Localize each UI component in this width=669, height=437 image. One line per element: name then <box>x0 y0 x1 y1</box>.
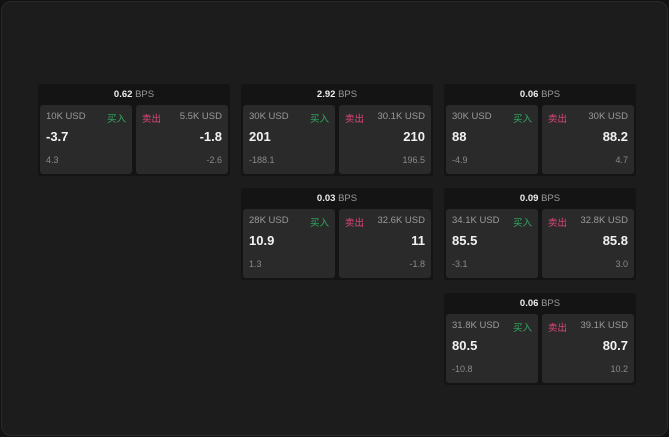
spread-header: 0.06 BPS <box>444 293 636 314</box>
spread-value: 0.06 <box>519 89 539 100</box>
sell-label: 卖出 <box>142 114 162 125</box>
sell-button[interactable]: 卖出 30K USD 88.2 4.7 <box>542 105 634 174</box>
buy-button[interactable]: 30K USD 买入 88 -4.9 <box>446 105 538 174</box>
bid-change: 4.3 <box>46 155 59 165</box>
spread-header: 2.92 BPS <box>241 84 433 105</box>
ask-price: 210 <box>403 129 425 144</box>
bid-change: -188.1 <box>249 155 275 165</box>
bid-change: 1.3 <box>249 259 262 269</box>
ask-quantity: 5.5K USD <box>179 111 222 122</box>
quote-card: 0.06 BPS 30K USD 买入 88 -4.9 卖出 30K USD 8… <box>444 84 636 176</box>
spread-value: 0.09 <box>519 193 539 204</box>
ask-quantity: 32.8K USD <box>580 215 628 226</box>
bid-quantity: 10K USD <box>46 111 86 122</box>
spread-unit: BPS <box>135 89 155 100</box>
sell-label: 卖出 <box>345 114 365 125</box>
ask-change: 10.2 <box>610 364 628 374</box>
ask-change: 196.5 <box>402 155 425 165</box>
ask-quantity: 30.1K USD <box>377 111 425 122</box>
buy-button[interactable]: 10K USD 买入 -3.7 4.3 <box>40 105 132 174</box>
buy-label: 买入 <box>512 323 532 334</box>
sell-label: 卖出 <box>548 114 568 125</box>
bid-quantity: 34.1K USD <box>452 215 500 226</box>
spread-unit: BPS <box>541 193 561 204</box>
spread-header: 0.09 BPS <box>444 188 636 209</box>
bid-change: -3.1 <box>452 259 468 269</box>
spread-header: 0.06 BPS <box>444 84 636 105</box>
ask-change: -2.6 <box>206 155 222 165</box>
buy-button[interactable]: 31.8K USD 买入 80.5 -10.8 <box>446 314 538 383</box>
buy-label: 买入 <box>309 218 329 229</box>
ask-change: 4.7 <box>615 155 628 165</box>
ask-quantity: 30K USD <box>588 111 628 122</box>
quote-card: 0.62 BPS 10K USD 买入 -3.7 4.3 卖出 5.5K USD… <box>38 84 230 176</box>
bid-quantity: 30K USD <box>249 111 289 122</box>
sell-button[interactable]: 卖出 5.5K USD -1.8 -2.6 <box>136 105 228 174</box>
bid-change: -4.9 <box>452 155 468 165</box>
spread-value: 0.06 <box>519 298 539 309</box>
sell-button[interactable]: 卖出 32.8K USD 85.8 3.0 <box>542 209 634 278</box>
ask-change: -1.8 <box>409 259 425 269</box>
buy-button[interactable]: 34.1K USD 买入 85.5 -3.1 <box>446 209 538 278</box>
buy-label: 买入 <box>512 218 532 229</box>
spread-header: 0.62 BPS <box>38 84 230 105</box>
buy-label: 买入 <box>106 114 126 125</box>
ask-price: 88.2 <box>602 129 628 144</box>
bid-quantity: 28K USD <box>249 215 289 226</box>
bid-quantity: 30K USD <box>452 111 492 122</box>
ask-change: 3.0 <box>615 259 628 269</box>
sell-button[interactable]: 卖出 39.1K USD 80.7 10.2 <box>542 314 634 383</box>
ask-price: -1.8 <box>199 129 222 144</box>
bid-quantity: 31.8K USD <box>452 320 500 331</box>
buy-button[interactable]: 30K USD 买入 201 -188.1 <box>243 105 335 174</box>
spread-value: 0.03 <box>316 193 336 204</box>
quote-card: 2.92 BPS 30K USD 买入 201 -188.1 卖出 30.1K … <box>241 84 433 176</box>
quote-card: 0.09 BPS 34.1K USD 买入 85.5 -3.1 卖出 32.8K… <box>444 188 636 280</box>
ask-quantity: 32.6K USD <box>377 215 425 226</box>
bid-price: 10.9 <box>249 233 275 248</box>
spread-unit: BPS <box>541 89 561 100</box>
sell-button[interactable]: 卖出 30.1K USD 210 196.5 <box>339 105 431 174</box>
buy-label: 买入 <box>512 114 532 125</box>
buy-button[interactable]: 28K USD 买入 10.9 1.3 <box>243 209 335 278</box>
ask-price: 80.7 <box>602 338 628 353</box>
spread-value: 0.62 <box>113 89 133 100</box>
ask-quantity: 39.1K USD <box>580 320 628 331</box>
quote-card: 0.06 BPS 31.8K USD 买入 80.5 -10.8 卖出 39.1… <box>444 293 636 385</box>
sell-label: 卖出 <box>548 218 568 229</box>
buy-label: 买入 <box>309 114 329 125</box>
bid-price: 88 <box>452 129 467 144</box>
sell-label: 卖出 <box>345 218 365 229</box>
bid-change: -10.8 <box>452 364 473 374</box>
sell-button[interactable]: 卖出 32.6K USD 11 -1.8 <box>339 209 431 278</box>
spread-unit: BPS <box>338 193 358 204</box>
spread-unit: BPS <box>541 298 561 309</box>
spread-header: 0.03 BPS <box>241 188 433 209</box>
bid-price: -3.7 <box>46 129 69 144</box>
sell-label: 卖出 <box>548 323 568 334</box>
spread-value: 2.92 <box>316 89 336 100</box>
bid-price: 201 <box>249 129 271 144</box>
quote-card: 0.03 BPS 28K USD 买入 10.9 1.3 卖出 32.6K US… <box>241 188 433 280</box>
bid-price: 85.5 <box>452 233 478 248</box>
ask-price: 11 <box>411 233 425 248</box>
ask-price: 85.8 <box>602 233 628 248</box>
spread-unit: BPS <box>338 89 358 100</box>
bid-price: 80.5 <box>452 338 478 353</box>
